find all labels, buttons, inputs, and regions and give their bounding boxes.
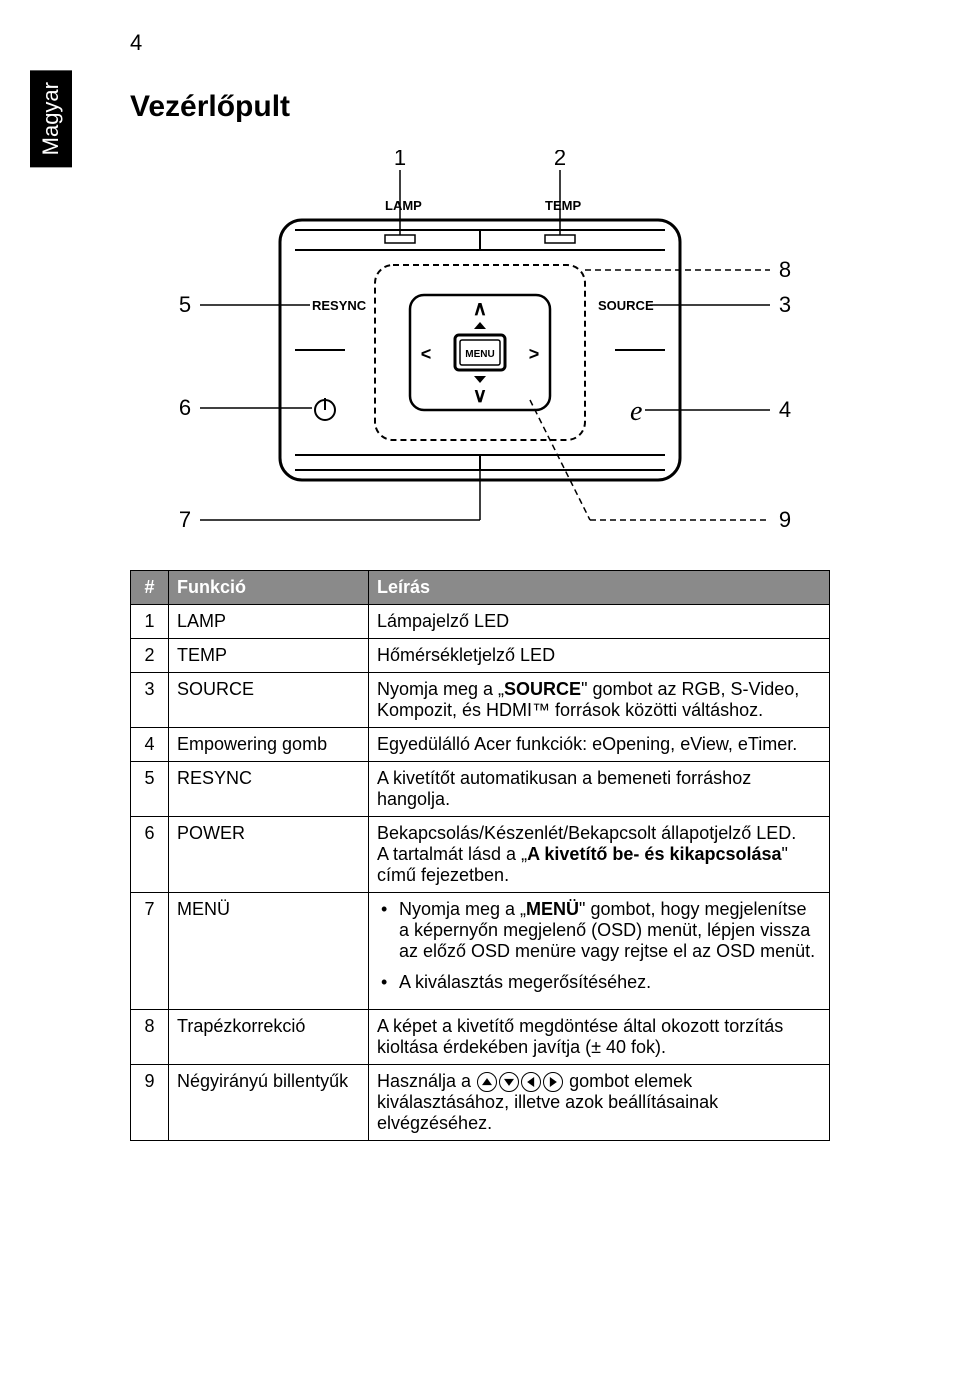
callout-3: 3 xyxy=(779,292,791,317)
menu-label: MENU xyxy=(465,349,494,360)
cell-description: Nyomja meg a „MENÜ" gombot, hogy megjele… xyxy=(369,893,830,1010)
left-arrow-icon xyxy=(521,1072,541,1092)
table-row: 5RESYNCA kivetítőt automatikusan a bemen… xyxy=(131,762,830,817)
cell-description: A kivetítőt automatikusan a bemeneti for… xyxy=(369,762,830,817)
table-row: 9Négyirányú billentyűkHasználja a gombot… xyxy=(131,1065,830,1141)
cell-function: LAMP xyxy=(169,605,369,639)
diagram-svg: MENU ∧ ∨ < > LAMP TEMP RESYNC SOURCE e 1… xyxy=(130,150,830,550)
cell-number: 5 xyxy=(131,762,169,817)
table-row: 4Empowering gombEgyedülálló Acer funkció… xyxy=(131,728,830,762)
language-tab: Magyar xyxy=(30,70,72,167)
cell-function: RESYNC xyxy=(169,762,369,817)
cell-number: 6 xyxy=(131,817,169,893)
th-number: # xyxy=(131,571,169,605)
cell-function: Négyirányú billentyűk xyxy=(169,1065,369,1141)
callout-6: 6 xyxy=(179,395,191,420)
cell-function: TEMP xyxy=(169,639,369,673)
right-arrow-icon xyxy=(543,1072,563,1092)
callout-5: 5 xyxy=(179,292,191,317)
callout-9: 9 xyxy=(779,507,791,532)
callout-4: 4 xyxy=(779,397,791,422)
svg-text:<: < xyxy=(421,344,432,364)
cell-function: POWER xyxy=(169,817,369,893)
cell-number: 1 xyxy=(131,605,169,639)
page-title: Vezérlőpult xyxy=(130,90,290,124)
cell-number: 4 xyxy=(131,728,169,762)
callout-1: 1 xyxy=(394,150,406,170)
cell-description: Használja a gombot elemek kiválasztásáho… xyxy=(369,1065,830,1141)
cell-function: SOURCE xyxy=(169,673,369,728)
callout-8: 8 xyxy=(779,257,791,282)
down-arrow-icon xyxy=(499,1072,519,1092)
page-number: 4 xyxy=(130,30,142,56)
cell-number: 3 xyxy=(131,673,169,728)
cell-description: Hőmérsékletjelző LED xyxy=(369,639,830,673)
cell-description: A képet a kivetítő megdöntése által okoz… xyxy=(369,1010,830,1065)
cell-function: MENÜ xyxy=(169,893,369,1010)
empowering-icon: e xyxy=(630,396,642,427)
svg-text:∧: ∧ xyxy=(473,298,488,320)
cell-description: Bekapcsolás/Készenlét/Bekapcsolt állapot… xyxy=(369,817,830,893)
cell-number: 2 xyxy=(131,639,169,673)
table-row: 2TEMPHőmérsékletjelző LED xyxy=(131,639,830,673)
table-row: 3SOURCENyomja meg a „SOURCE" gombot az R… xyxy=(131,673,830,728)
cell-function: Trapézkorrekció xyxy=(169,1010,369,1065)
list-item: Nyomja meg a „MENÜ" gombot, hogy megjele… xyxy=(377,899,821,962)
th-function: Funkció xyxy=(169,571,369,605)
cell-function: Empowering gomb xyxy=(169,728,369,762)
source-label: SOURCE xyxy=(598,298,654,313)
table-row: 7MENÜNyomja meg a „MENÜ" gombot, hogy me… xyxy=(131,893,830,1010)
cell-number: 8 xyxy=(131,1010,169,1065)
svg-text:>: > xyxy=(529,344,540,364)
callout-7: 7 xyxy=(179,507,191,532)
function-table: # Funkció Leírás 1LAMPLámpajelző LED2TEM… xyxy=(130,570,830,1141)
cell-description: Egyedülálló Acer funkciók: eOpening, eVi… xyxy=(369,728,830,762)
list-item: A kiválasztás megerősítéséhez. xyxy=(377,972,821,993)
table-row: 1LAMPLámpajelző LED xyxy=(131,605,830,639)
cell-number: 9 xyxy=(131,1065,169,1141)
lamp-label: LAMP xyxy=(385,198,422,213)
control-panel-diagram: MENU ∧ ∨ < > LAMP TEMP RESYNC SOURCE e 1… xyxy=(130,150,830,550)
temp-label: TEMP xyxy=(545,198,581,213)
table-row: 8TrapézkorrekcióA képet a kivetítő megdö… xyxy=(131,1010,830,1065)
table-row: 6POWERBekapcsolás/Készenlét/Bekapcsolt á… xyxy=(131,817,830,893)
cell-description: Nyomja meg a „SOURCE" gombot az RGB, S-V… xyxy=(369,673,830,728)
th-description: Leírás xyxy=(369,571,830,605)
resync-label: RESYNC xyxy=(312,298,367,313)
svg-text:∨: ∨ xyxy=(473,385,488,407)
up-arrow-icon xyxy=(477,1072,497,1092)
cell-number: 7 xyxy=(131,893,169,1010)
cell-description: Lámpajelző LED xyxy=(369,605,830,639)
callout-2: 2 xyxy=(554,150,566,170)
